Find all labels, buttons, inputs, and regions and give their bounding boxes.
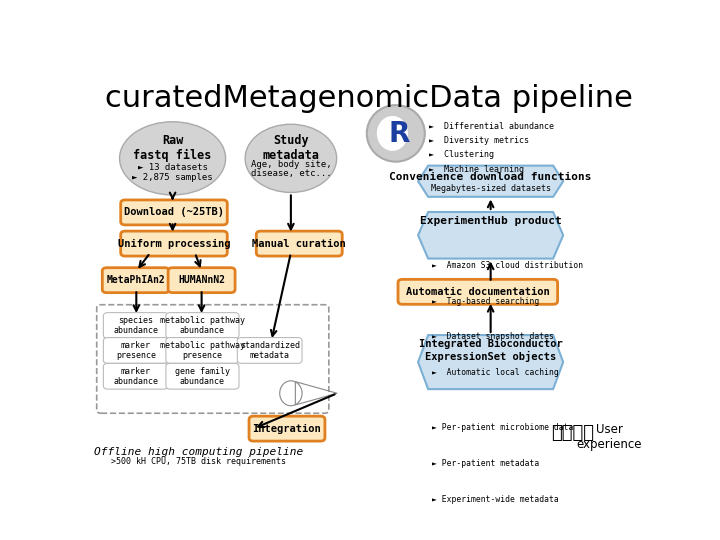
FancyBboxPatch shape — [121, 200, 228, 225]
Text: ►  Tag-based searching: ► Tag-based searching — [432, 297, 539, 306]
Text: Offline high computing pipeline: Offline high computing pipeline — [94, 447, 303, 457]
Text: species
abundance: species abundance — [113, 316, 158, 335]
Text: disease, etc...: disease, etc... — [251, 169, 331, 178]
FancyBboxPatch shape — [249, 416, 325, 441]
Polygon shape — [418, 335, 563, 389]
Text: HUMANnN2: HUMANnN2 — [178, 275, 225, 285]
Polygon shape — [418, 166, 563, 197]
FancyBboxPatch shape — [102, 268, 169, 293]
Text: ►  Machine learning: ► Machine learning — [429, 165, 524, 173]
Text: ►  Clustering: ► Clustering — [429, 151, 494, 159]
Text: marker
abundance: marker abundance — [113, 367, 158, 386]
Ellipse shape — [245, 124, 337, 192]
Text: metabolic pathway
abundance: metabolic pathway abundance — [160, 316, 245, 335]
FancyBboxPatch shape — [238, 338, 302, 363]
FancyBboxPatch shape — [168, 268, 235, 293]
Text: Integration: Integration — [253, 423, 321, 434]
Ellipse shape — [366, 105, 425, 161]
Text: >500 kH CPU, 75TB disk requirements: >500 kH CPU, 75TB disk requirements — [112, 457, 287, 467]
Ellipse shape — [120, 122, 225, 195]
Text: gene family
abundance: gene family abundance — [175, 367, 230, 386]
Text: Download (~25TB): Download (~25TB) — [124, 207, 224, 218]
FancyBboxPatch shape — [166, 363, 239, 389]
Text: ► Per-patient microbiome data: ► Per-patient microbiome data — [432, 423, 573, 433]
FancyBboxPatch shape — [166, 313, 239, 339]
Text: metabolic pathway
presence: metabolic pathway presence — [160, 341, 245, 360]
Text: Age, body site,: Age, body site, — [251, 160, 331, 169]
Text: Automatic documentation: Automatic documentation — [406, 287, 549, 297]
Text: ► 2,875 samples: ► 2,875 samples — [132, 173, 213, 181]
FancyBboxPatch shape — [398, 279, 557, 305]
Text: ►  Diversity metrics: ► Diversity metrics — [429, 136, 529, 145]
FancyBboxPatch shape — [104, 313, 168, 339]
Text: ► Per-patient metadata: ► Per-patient metadata — [432, 459, 539, 468]
FancyBboxPatch shape — [256, 231, 342, 256]
Text: ► 13 datasets: ► 13 datasets — [138, 164, 207, 172]
Text: Uniform processing: Uniform processing — [118, 239, 230, 248]
Text: Megabytes-sized datasets: Megabytes-sized datasets — [431, 184, 551, 193]
Text: User
experience: User experience — [576, 423, 642, 451]
Text: Study
metadata: Study metadata — [262, 133, 320, 161]
Polygon shape — [418, 212, 563, 259]
Text: marker
presence: marker presence — [116, 341, 156, 360]
Text: 🧍🧍🧍🧍: 🧍🧍🧍🧍 — [552, 424, 594, 442]
Text: curatedMetagenomicData pipeline: curatedMetagenomicData pipeline — [105, 84, 633, 112]
FancyBboxPatch shape — [121, 231, 228, 256]
Text: ►  Automatic local caching: ► Automatic local caching — [432, 368, 559, 377]
Text: MetaPhIAn2: MetaPhIAn2 — [107, 275, 165, 285]
Text: Raw
fastq files: Raw fastq files — [133, 134, 212, 162]
Text: standardized
metadata: standardized metadata — [240, 341, 300, 360]
Text: Manual curation: Manual curation — [253, 239, 346, 248]
Text: R: R — [389, 120, 410, 148]
Text: ExperimentHub product: ExperimentHub product — [420, 216, 562, 226]
Ellipse shape — [377, 116, 408, 151]
Text: Integrated Bioconductor
ExpressionSet objects: Integrated Bioconductor ExpressionSet ob… — [419, 339, 562, 362]
Text: ►  Dataset snapshot dates: ► Dataset snapshot dates — [432, 333, 554, 341]
Text: ►  Differential abundance: ► Differential abundance — [429, 122, 554, 131]
Text: Convenience download functions: Convenience download functions — [390, 172, 592, 182]
Text: ► Experiment-wide metadata: ► Experiment-wide metadata — [432, 495, 559, 504]
FancyBboxPatch shape — [166, 338, 239, 363]
FancyBboxPatch shape — [104, 338, 168, 363]
FancyBboxPatch shape — [104, 363, 168, 389]
Text: ►  Amazon S3 cloud distribution: ► Amazon S3 cloud distribution — [432, 261, 583, 270]
